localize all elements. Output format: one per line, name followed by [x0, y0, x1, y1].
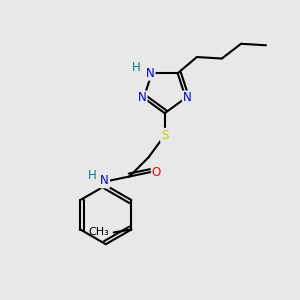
- Text: O: O: [152, 166, 161, 178]
- Text: CH₃: CH₃: [88, 227, 109, 237]
- Text: N: N: [183, 92, 192, 104]
- Text: N: N: [146, 67, 154, 80]
- Text: N: N: [100, 174, 109, 188]
- Text: N: N: [138, 92, 147, 104]
- Text: S: S: [161, 129, 168, 142]
- Text: H: H: [132, 61, 141, 74]
- Text: H: H: [88, 169, 96, 182]
